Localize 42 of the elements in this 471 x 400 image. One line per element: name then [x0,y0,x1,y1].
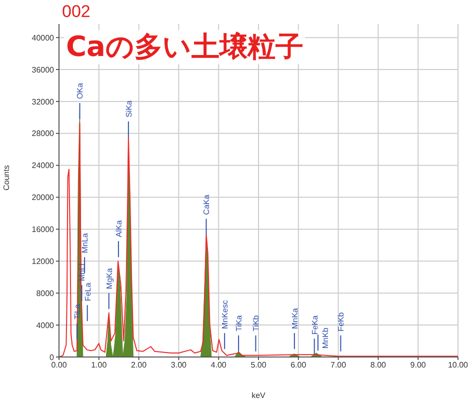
y-tick-label: 40000 [32,33,55,42]
x-tick-label: 7.00 [330,360,347,370]
y-tick-label: 4000 [36,320,55,330]
annotation: CaKa [202,194,212,215]
x-tick-label: 4.00 [210,360,227,370]
y-tick-label: 8000 [36,288,55,298]
annotation: OKa [76,82,85,100]
annotation: MnKesc [220,300,230,330]
x-tick-label: 6.00 [290,360,307,370]
chart-subtitle: 002 [62,2,90,22]
x-tick-label: 0.00 [51,360,68,370]
annotation: TiKb [252,314,261,332]
x-tick-label: 10.00 [448,360,469,370]
y-tick-label: 36000 [32,65,55,74]
x-axis-title: keV [252,391,266,400]
y-axis-title: Counts [2,165,11,190]
x-tick-label: 8.00 [370,360,387,370]
x-tick-label: 1.00 [91,360,108,370]
y-tick-label: 28000 [32,129,55,138]
annotation: MnKb [320,327,330,349]
y-tick-label: 20000 [32,193,55,202]
annotation: MnLl [78,264,87,282]
annotation: MnKa [290,308,300,330]
annotation: FeKb [336,312,346,332]
annotation: MnLa [80,232,90,254]
annotation: TiLa [72,304,82,320]
y-tick-label: 24000 [32,161,55,170]
annotation: MgKa [104,268,114,290]
y-tick-label: 12000 [32,257,55,266]
y-tick-label: 32000 [32,97,55,106]
annotation: AlKa [114,220,124,238]
x-tick-label: 9.00 [410,360,426,370]
y-tick-label: 0 [50,352,55,362]
annotation: FeLa [83,282,92,302]
x-tick-label: 2.00 [131,360,148,370]
annotation: SiKa [124,100,134,118]
y-tick-label: 16000 [32,225,55,234]
chart-title: Caの多い土壌粒子 [64,30,306,64]
annotation: FeKa [310,314,320,335]
x-tick-label: 5.00 [250,360,267,370]
annotation: TiKa [234,314,244,332]
x-tick-label: 3.00 [170,360,188,370]
